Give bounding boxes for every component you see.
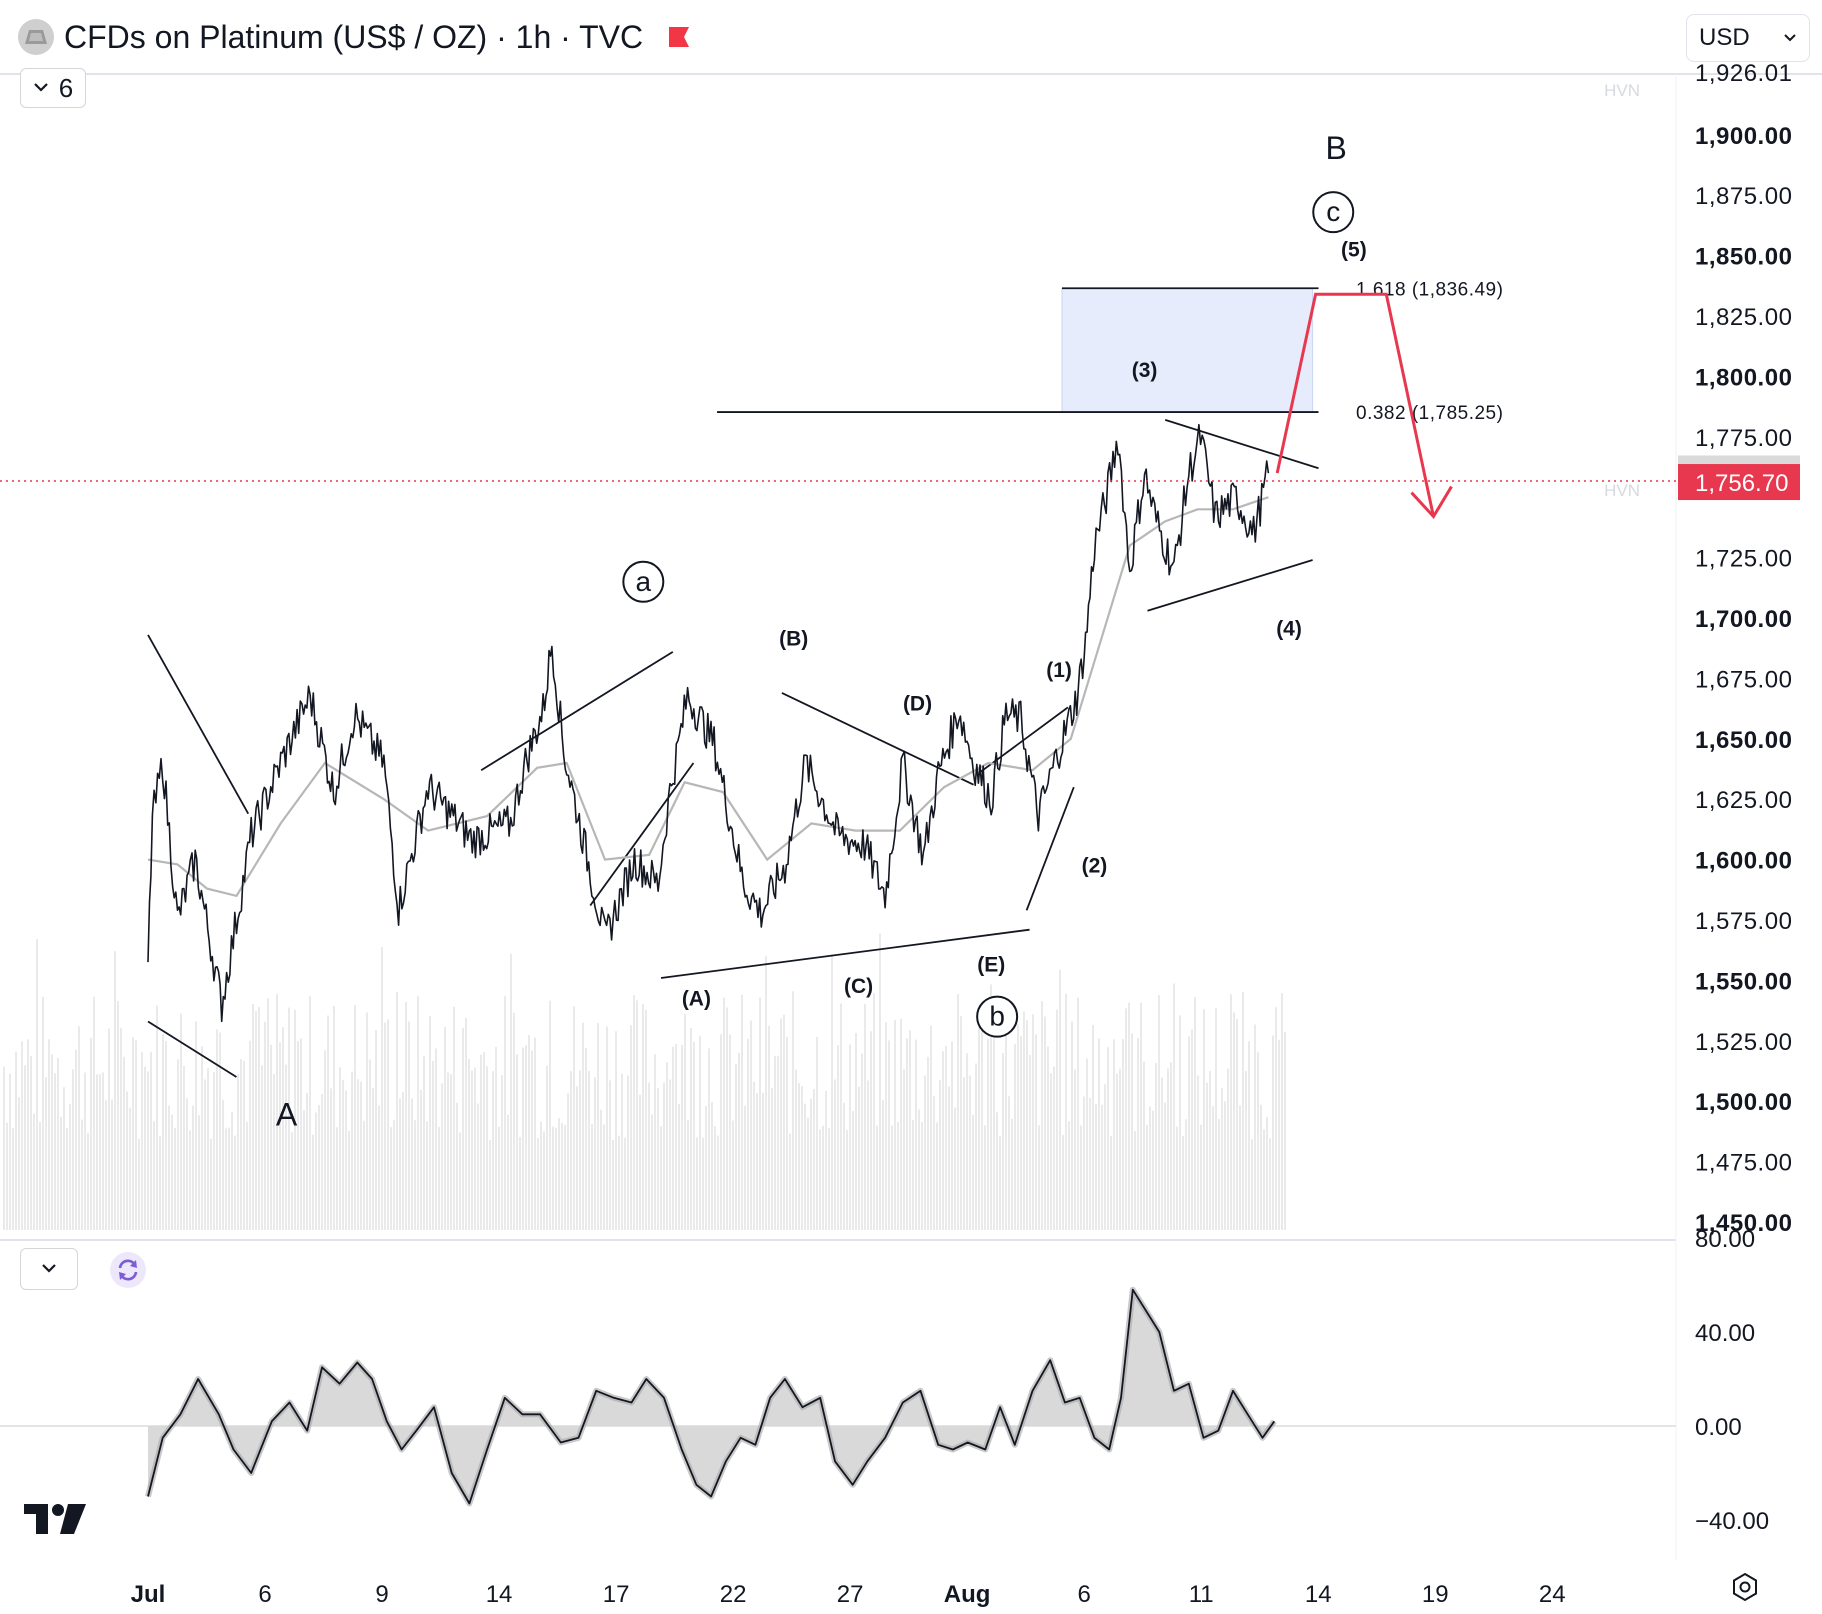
wave-label: (1) (1046, 659, 1072, 682)
current-price-label: 1,756.70 (1695, 470, 1788, 497)
currency-select[interactable]: USD (1686, 14, 1810, 62)
chart-header: CFDs on Platinum (US$ / OZ) · 1h · TVC (18, 12, 691, 62)
settings-gear-icon[interactable] (1730, 1572, 1760, 1602)
wave-circle (1312, 191, 1355, 234)
wave-label: (2) (1082, 854, 1108, 877)
trend-line[interactable] (660, 928, 1030, 979)
price-axis-tick: 1,800.00 (1695, 364, 1792, 391)
price-axis-tick: 1,775.00 (1695, 425, 1792, 452)
price-axis-tick: 1,825.00 (1695, 304, 1792, 331)
time-axis-label: 17 (603, 1581, 630, 1608)
price-axis-tick: 1,625.00 (1695, 787, 1792, 814)
target-zone[interactable] (1061, 287, 1314, 413)
fib-level-label: 1.618 (1,836.49) (1356, 279, 1503, 300)
chevron-down-icon (33, 83, 48, 92)
oscillator-axis-tick: 80.00 (1695, 1226, 1755, 1253)
trend-line[interactable] (1164, 419, 1319, 470)
time-axis-label: Aug (944, 1581, 991, 1608)
wave-label-c: c (1326, 196, 1340, 227)
price-axis-tick: 1,725.00 (1695, 546, 1792, 573)
time-axis-label: Jul (131, 1581, 166, 1608)
projection-path (1275, 292, 1435, 517)
flag-icon[interactable] (667, 25, 691, 49)
wave-circle (976, 995, 1019, 1038)
hvn-label: HVN (1604, 481, 1640, 500)
oscillator-area (148, 1289, 1275, 1504)
price-axis-tick: 1,500.00 (1695, 1089, 1792, 1116)
price-axis-tick: 1,550.00 (1695, 968, 1792, 995)
price-axis-tick: 1,600.00 (1695, 848, 1792, 875)
trend-line[interactable] (1147, 559, 1313, 612)
wave-circle (622, 560, 665, 603)
moving-average-line (147, 496, 1269, 898)
time-axis-label: 6 (1077, 1581, 1090, 1608)
trend-line[interactable] (147, 1020, 237, 1078)
oscillator-line[interactable] (147, 1288, 1276, 1505)
wave-label: (D) (903, 693, 932, 716)
wave-label: (5) (1341, 238, 1367, 261)
price-axis-tick: 1,450.00 (1695, 1210, 1792, 1237)
wave-label: (E) (977, 953, 1005, 976)
price-axis-tick: 1,926.01 (1695, 60, 1792, 87)
trend-line[interactable] (781, 692, 974, 786)
time-axis-label: 14 (1305, 1581, 1332, 1608)
wave-label: (B) (779, 627, 808, 650)
volume-bars (3, 933, 1286, 1230)
price-line[interactable] (147, 423, 1270, 1023)
trend-line[interactable] (147, 634, 250, 815)
refresh-icon[interactable] (110, 1252, 146, 1288)
wave-label: (3) (1132, 359, 1158, 382)
price-axis-tick: 1,525.00 (1695, 1029, 1792, 1056)
hvn-label: HVN (1604, 81, 1640, 100)
wave-label-a: a (636, 566, 652, 597)
wave-label: (4) (1276, 618, 1302, 641)
price-axis-tick: 1,875.00 (1695, 183, 1792, 210)
indicators-toggle-button[interactable]: 6 (20, 68, 86, 108)
currency-value: USD (1699, 24, 1750, 51)
price-axis-tick: 1,675.00 (1695, 666, 1792, 693)
time-axis-label: 24 (1539, 1581, 1566, 1608)
tradingview-logo-icon (24, 1504, 86, 1534)
time-axis-label: 9 (375, 1581, 388, 1608)
oscillator-axis-tick: 0.00 (1695, 1414, 1742, 1441)
price-axis-tick: 1,850.00 (1695, 244, 1792, 271)
time-axis-label: 14 (486, 1581, 513, 1608)
fib-level-label: 0.382 (1,785.25) (1356, 403, 1503, 424)
trend-line[interactable] (1025, 786, 1075, 911)
chevron-down-icon (42, 1264, 56, 1273)
wave-label: (C) (844, 975, 873, 998)
pane-collapse-button[interactable] (20, 1248, 78, 1290)
time-axis-label: 6 (258, 1581, 271, 1608)
trend-line[interactable] (589, 762, 695, 907)
platinum-bar-icon (18, 19, 54, 55)
time-axis-label: 22 (720, 1581, 747, 1608)
price-axis-tick: 1,900.00 (1695, 123, 1792, 150)
indicators-count: 6 (58, 72, 74, 103)
price-axis-tick: 1,650.00 (1695, 727, 1792, 754)
oscillator-axis-tick: −40.00 (1695, 1508, 1769, 1535)
price-axis-tick: 1,575.00 (1695, 908, 1792, 935)
price-axis-tick: 1,475.00 (1695, 1150, 1792, 1177)
wave-label-B: B (1326, 130, 1347, 166)
trend-line[interactable] (480, 651, 674, 771)
time-axis-label: 27 (837, 1581, 864, 1608)
time-axis-label: 19 (1422, 1581, 1449, 1608)
symbol-title[interactable]: CFDs on Platinum (US$ / OZ) · 1h · TVC (64, 18, 644, 55)
oscillator-axis-tick: 40.00 (1695, 1320, 1755, 1347)
time-axis-label: 11 (1189, 1581, 1214, 1608)
price-axis-tick: 1,700.00 (1695, 606, 1792, 633)
chevron-down-icon (1784, 34, 1796, 42)
projection-arrowhead (1410, 485, 1453, 520)
wave-label-b: b (989, 1001, 1005, 1032)
wave-label: (A) (682, 987, 711, 1010)
current-price-badge[interactable] (1678, 464, 1800, 501)
wave-label-A: A (276, 1096, 298, 1132)
